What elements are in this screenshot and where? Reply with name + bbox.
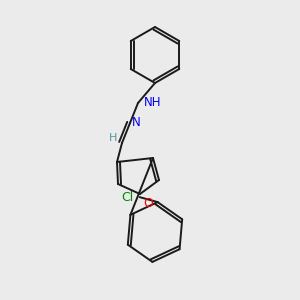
Text: H: H	[109, 133, 117, 143]
Text: O: O	[143, 197, 153, 210]
Text: Cl: Cl	[122, 190, 134, 204]
Text: N: N	[132, 116, 141, 130]
Text: NH: NH	[144, 97, 161, 110]
